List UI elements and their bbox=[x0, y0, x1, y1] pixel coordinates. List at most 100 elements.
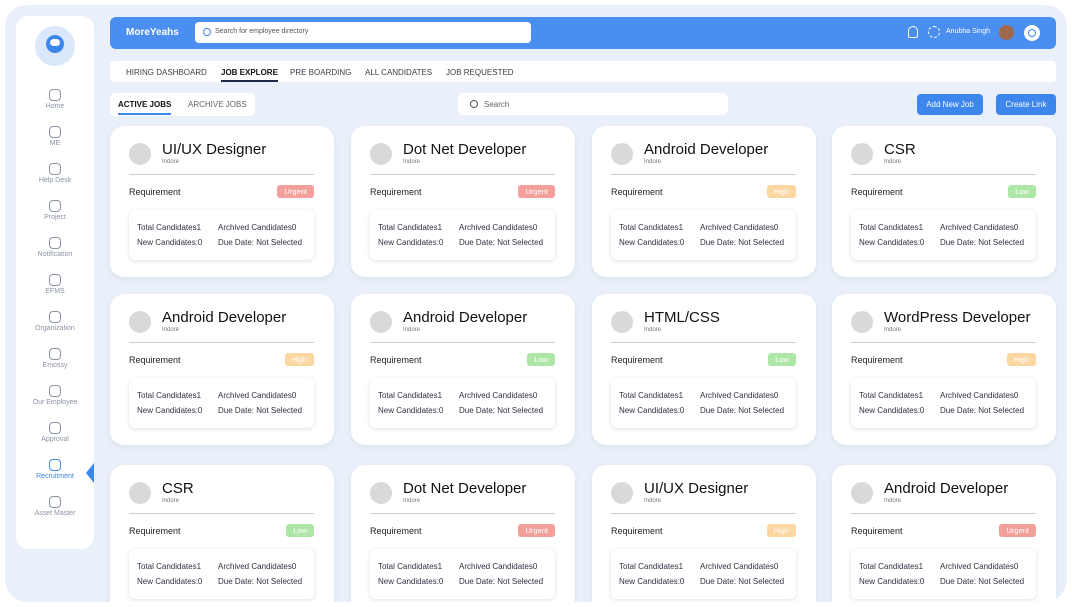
nav-item[interactable]: EFMS bbox=[16, 274, 94, 295]
nav-label: Notification bbox=[37, 251, 73, 258]
nav-icon bbox=[49, 496, 61, 508]
stat-new: New Candidates:0 bbox=[619, 577, 685, 586]
tab[interactable]: HIRING DASHBOARD bbox=[126, 68, 207, 77]
stats-box: Total Candidates1 Archived Candidates0 New… bbox=[370, 549, 555, 599]
stats-box: Total Candidates1 Archived Candidates0 New… bbox=[370, 378, 555, 428]
stats-box: Total Candidates1 Archived Candidates0 New… bbox=[611, 549, 796, 599]
stat-archived: Archived Candidates0 bbox=[700, 391, 779, 400]
nav-icon bbox=[49, 126, 61, 138]
job-card[interactable]: UI/UX Designer Indore Requirement High Total… bbox=[592, 465, 816, 602]
stat-total: Total Candidates1 bbox=[619, 223, 684, 232]
nav-label: Project bbox=[44, 214, 66, 221]
bell-icon[interactable] bbox=[908, 26, 918, 38]
stat-new: New Candidates:0 bbox=[137, 406, 203, 415]
nav-icon bbox=[49, 422, 61, 434]
job-card[interactable]: Android Developer Indore Requirement High To… bbox=[110, 294, 334, 445]
nav-label: Asset Master bbox=[34, 510, 76, 517]
directory-search[interactable]: Search for employee directory bbox=[195, 22, 531, 43]
stats-box: Total Candidates1 Archived Candidates0 New… bbox=[370, 210, 555, 260]
nav-item[interactable]: Notification bbox=[16, 237, 94, 258]
nav-icon bbox=[49, 348, 61, 360]
stat-due: Due Date: Not Selected bbox=[218, 577, 303, 586]
job-location: Indore bbox=[403, 159, 421, 165]
job-title: Dot Net Developer bbox=[403, 141, 527, 158]
job-title: Android Developer bbox=[162, 309, 287, 326]
create-link-button[interactable]: Create Link bbox=[996, 94, 1056, 115]
nav-item[interactable]: ME bbox=[16, 126, 94, 147]
subtab[interactable]: ACTIVE JOBS bbox=[118, 100, 172, 115]
job-location: Indore bbox=[162, 327, 180, 333]
job-title: HTML/CSS bbox=[644, 309, 720, 326]
job-avatar bbox=[851, 482, 873, 504]
requirement-label: Requirement bbox=[851, 355, 903, 365]
requirement-label: Requirement bbox=[370, 526, 422, 536]
avatar[interactable] bbox=[999, 25, 1014, 40]
stat-total: Total Candidates1 bbox=[137, 391, 202, 400]
nav-item[interactable]: Home bbox=[16, 89, 94, 110]
tab[interactable]: JOB REQUESTED bbox=[446, 68, 514, 77]
job-card[interactable]: WordPress Developer Indore Requirement High… bbox=[832, 294, 1056, 445]
stat-new: New Candidates:0 bbox=[378, 406, 444, 415]
stat-archived: Archived Candidates0 bbox=[940, 223, 1019, 232]
menu-icon[interactable] bbox=[1024, 25, 1040, 41]
nav-icon bbox=[49, 274, 61, 286]
nav-label: Home bbox=[45, 103, 65, 110]
priority-badge: Urgent bbox=[277, 185, 314, 198]
job-card[interactable]: Android Developer Indore Requirement High To… bbox=[592, 126, 816, 277]
stats-box: Total Candidates1 Archived Candidates0 New… bbox=[611, 210, 796, 260]
logo-eyes bbox=[50, 39, 60, 46]
stats-box: Total Candidates1 Archived Candidates0 New… bbox=[611, 378, 796, 428]
subtab[interactable]: ARCHIVE JOBS bbox=[188, 100, 247, 109]
priority-badge: High bbox=[766, 524, 796, 537]
divider bbox=[129, 513, 314, 514]
stat-total: Total Candidates1 bbox=[859, 391, 924, 400]
job-card[interactable]: UI/UX Designer Indore Requirement Urgent Tot… bbox=[110, 126, 334, 277]
job-card[interactable]: CSR Indore Requirement Low Total Candidates1… bbox=[832, 126, 1056, 277]
nav-label: Our Employee bbox=[32, 399, 78, 406]
add-job-button[interactable]: Add New Job bbox=[917, 94, 983, 115]
active-pointer bbox=[86, 463, 94, 483]
nav-item[interactable]: Approval bbox=[16, 422, 94, 443]
nav-item[interactable]: Project bbox=[16, 200, 94, 221]
top-bar: MoreYeahs Search for employee directory … bbox=[110, 17, 1056, 49]
nav-item[interactable]: Recruitment bbox=[16, 459, 94, 480]
tab[interactable]: JOB EXPLORE bbox=[221, 68, 278, 82]
stat-total: Total Candidates1 bbox=[378, 223, 443, 232]
tab-bar: HIRING DASHBOARD JOB EXPLORE PRE BOARDING A… bbox=[110, 61, 1056, 82]
nav-item[interactable]: Help Desk bbox=[16, 163, 94, 184]
job-card[interactable]: HTML/CSS Indore Requirement Low Total Candid… bbox=[592, 294, 816, 445]
job-card[interactable]: Android Developer Indore Requirement Urgent… bbox=[832, 465, 1056, 602]
job-location: Indore bbox=[884, 327, 902, 333]
job-location: Indore bbox=[162, 159, 180, 165]
job-card[interactable]: CSR Indore Requirement Low Total Candidates1… bbox=[110, 465, 334, 602]
settings-icon[interactable] bbox=[928, 26, 940, 38]
nav-item[interactable]: Emossy bbox=[16, 348, 94, 369]
tab[interactable]: PRE BOARDING bbox=[290, 68, 352, 77]
job-card[interactable]: Dot Net Developer Indore Requirement Urgent… bbox=[351, 465, 575, 602]
nav-icon bbox=[49, 237, 61, 249]
priority-badge: Urgent bbox=[518, 524, 555, 537]
stats-box: Total Candidates1 Archived Candidates0 New… bbox=[129, 378, 314, 428]
stat-due: Due Date: Not Selected bbox=[218, 238, 303, 247]
job-card[interactable]: Dot Net Developer Indore Requirement Urgent… bbox=[351, 126, 575, 277]
divider bbox=[370, 174, 555, 175]
stat-total: Total Candidates1 bbox=[619, 562, 684, 571]
job-search[interactable]: Search bbox=[458, 93, 728, 115]
nav-item[interactable]: Organization bbox=[16, 311, 94, 332]
stat-due: Due Date: Not Selected bbox=[700, 577, 785, 586]
nav-label: EFMS bbox=[45, 288, 65, 295]
stat-new: New Candidates:0 bbox=[859, 406, 925, 415]
divider bbox=[851, 342, 1036, 343]
nav-icon bbox=[49, 200, 61, 212]
tab[interactable]: ALL CANDIDATES bbox=[365, 68, 433, 77]
requirement-label: Requirement bbox=[370, 355, 422, 365]
nav-icon bbox=[49, 163, 61, 175]
job-avatar bbox=[611, 482, 633, 504]
job-card[interactable]: Android Developer Indore Requirement Low Tot… bbox=[351, 294, 575, 445]
brand: MoreYeahs bbox=[126, 27, 179, 38]
stat-due: Due Date: Not Selected bbox=[459, 406, 544, 415]
nav-item[interactable]: Asset Master bbox=[16, 496, 94, 517]
nav-item[interactable]: Our Employee bbox=[16, 385, 94, 406]
stats-box: Total Candidates1 Archived Candidates0 New… bbox=[851, 378, 1036, 428]
stats-box: Total Candidates1 Archived Candidates0 New… bbox=[851, 549, 1036, 599]
